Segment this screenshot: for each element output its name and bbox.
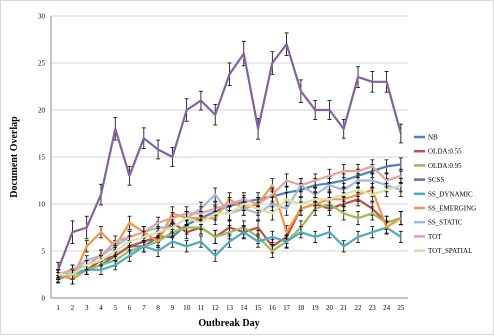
series-line: [57, 43, 402, 271]
x-tick-label: 3: [85, 304, 89, 312]
y-tick-label: 5: [42, 248, 46, 256]
legend-label: OLDA:0.55: [428, 148, 462, 156]
x-tick-label: 20: [326, 304, 334, 312]
series-line: [58, 184, 402, 276]
x-tick-label: 1: [56, 304, 60, 312]
x-tick-label: 23: [369, 304, 377, 312]
legend-label: TOT_SPATIAL: [428, 247, 472, 255]
x-tick-label: 5: [114, 304, 118, 312]
x-tick-label: 2: [71, 304, 75, 312]
x-tick-label: 13: [226, 304, 234, 312]
x-tick-labels: 1 2 3 4 5 6 7 8 9 10 11 12 13 14 15 16 17 18 19 20 21 22 23 24 2…: [56, 304, 404, 312]
legend-label: TOT: [428, 233, 442, 241]
legend-label: SS_EMERGING: [428, 205, 476, 213]
legend: NB OLDA:0.55 OLDA:0.95 SCSS SS_DYNAMIC SS_EME…: [414, 134, 476, 255]
x-tick-label: 6: [128, 304, 132, 312]
legend-label: NB: [428, 134, 438, 142]
x-tick-label: 15: [255, 304, 263, 312]
series-scss: [56, 32, 403, 278]
y-tick-labels: 0 5 10 15 20 25 30: [38, 13, 46, 303]
legend-label: OLDA:0.95: [428, 162, 462, 170]
x-tick-label: 21: [340, 304, 348, 312]
x-tick-label: 7: [142, 304, 146, 312]
y-tick-label: 10: [38, 201, 46, 209]
x-tick-label: 9: [171, 304, 175, 312]
series-line: [57, 226, 402, 281]
legend-label: SS_STATIC: [428, 219, 463, 227]
x-tick-label: 25: [397, 304, 405, 312]
y-tick-label: 30: [38, 13, 46, 21]
y-tick-label: 15: [38, 154, 46, 162]
series-line: [57, 165, 402, 276]
y-tick-label: 20: [38, 107, 46, 115]
y-tick-label: 0: [42, 295, 46, 303]
legend-label: SS_DYNAMIC: [428, 190, 473, 198]
x-tick-label: 11: [198, 304, 205, 312]
x-tick-label: 12: [212, 304, 220, 312]
x-tick-label: 10: [183, 304, 191, 312]
x-tick-label: 19: [312, 304, 320, 312]
axes: [50, 16, 408, 299]
x-tick-label: 16: [269, 304, 277, 312]
y-axis-title: Document Overlap: [9, 116, 20, 198]
series-tot-spatial: [56, 178, 403, 280]
x-tick-label: 18: [297, 304, 305, 312]
x-axis-title: Outbreak Day: [198, 318, 259, 329]
x-tick-label: 14: [240, 304, 248, 312]
series-lines: [56, 32, 403, 285]
x-tick-label: 4: [99, 304, 103, 312]
y-tick-label: 25: [38, 60, 46, 68]
x-tick-label: 24: [383, 304, 391, 312]
x-tick-label: 22: [355, 304, 363, 312]
x-tick-label: 8: [156, 304, 160, 312]
x-tick-label: 17: [283, 304, 291, 312]
legend-label: SCSS: [428, 176, 444, 184]
